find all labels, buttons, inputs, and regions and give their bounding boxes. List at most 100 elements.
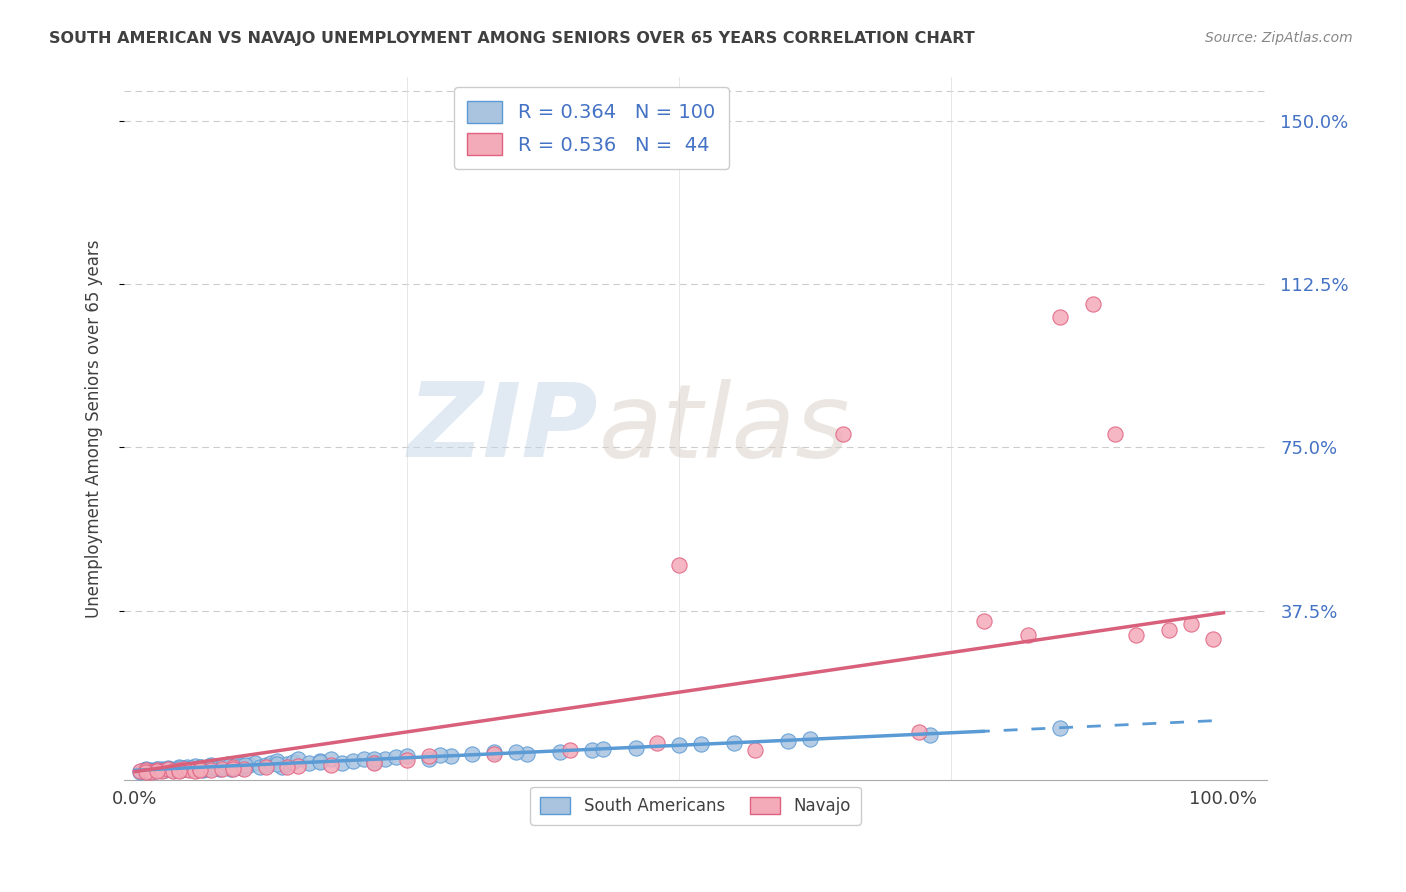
Point xyxy=(668,739,690,753)
Point xyxy=(198,759,221,773)
Point xyxy=(169,761,191,775)
Point xyxy=(146,764,169,778)
Point xyxy=(222,761,245,775)
Point xyxy=(152,764,174,778)
Point xyxy=(418,751,440,765)
Point xyxy=(132,764,155,778)
Point xyxy=(363,751,385,765)
Point xyxy=(150,762,173,776)
Point xyxy=(222,760,245,774)
Point xyxy=(309,755,332,769)
Point xyxy=(155,763,177,777)
Point xyxy=(254,758,277,772)
Point xyxy=(778,734,800,748)
Point xyxy=(214,758,236,772)
Point xyxy=(195,762,218,776)
Point xyxy=(224,758,246,772)
Point xyxy=(374,752,396,766)
Point xyxy=(135,763,157,777)
Point xyxy=(167,763,190,777)
Point xyxy=(194,761,217,775)
Point xyxy=(184,759,207,773)
Point xyxy=(131,764,153,779)
Point xyxy=(222,760,245,774)
Point xyxy=(135,764,157,778)
Text: ZIP: ZIP xyxy=(408,378,599,479)
Y-axis label: Unemployment Among Seniors over 65 years: Unemployment Among Seniors over 65 years xyxy=(86,240,103,618)
Point xyxy=(668,558,690,572)
Point xyxy=(135,764,157,779)
Point xyxy=(188,763,211,777)
Point xyxy=(505,745,527,759)
Point xyxy=(176,760,198,774)
Point xyxy=(170,763,193,777)
Point xyxy=(173,761,195,775)
Point xyxy=(1017,627,1039,641)
Point xyxy=(180,761,202,775)
Point xyxy=(1157,623,1180,637)
Point xyxy=(319,758,342,772)
Point xyxy=(211,760,233,774)
Point xyxy=(342,754,364,768)
Point xyxy=(243,756,266,770)
Point xyxy=(202,761,225,775)
Point xyxy=(136,763,159,777)
Point xyxy=(647,736,669,750)
Point xyxy=(146,762,169,776)
Point xyxy=(180,761,202,775)
Point xyxy=(156,763,179,777)
Point xyxy=(1081,297,1104,311)
Point xyxy=(799,731,821,746)
Point xyxy=(159,763,181,777)
Point xyxy=(218,759,240,773)
Point xyxy=(162,764,184,779)
Point xyxy=(184,762,207,776)
Point xyxy=(190,760,212,774)
Point xyxy=(1049,721,1071,735)
Point xyxy=(212,759,235,773)
Point xyxy=(548,745,571,759)
Point xyxy=(201,760,224,774)
Point xyxy=(396,753,419,767)
Point xyxy=(254,760,277,774)
Point xyxy=(1125,627,1147,641)
Point xyxy=(271,760,294,774)
Point xyxy=(276,757,298,772)
Text: Source: ZipAtlas.com: Source: ZipAtlas.com xyxy=(1205,31,1353,45)
Point xyxy=(276,760,298,774)
Point xyxy=(163,763,186,777)
Point xyxy=(179,763,201,777)
Point xyxy=(188,763,211,777)
Text: atlas: atlas xyxy=(599,379,849,479)
Point xyxy=(723,736,745,750)
Point xyxy=(363,755,385,769)
Point xyxy=(918,728,941,742)
Point xyxy=(148,764,170,778)
Point xyxy=(1104,427,1126,442)
Point xyxy=(482,747,505,762)
Point xyxy=(418,749,440,764)
Point xyxy=(319,751,342,765)
Point xyxy=(211,762,233,776)
Point xyxy=(482,745,505,759)
Point xyxy=(129,764,152,779)
Point xyxy=(287,752,309,766)
Point xyxy=(429,748,451,763)
Point xyxy=(136,764,159,779)
Point xyxy=(281,755,304,769)
Point xyxy=(461,747,484,762)
Point xyxy=(516,747,538,762)
Point xyxy=(831,427,853,442)
Point xyxy=(141,764,163,779)
Point xyxy=(592,741,614,756)
Point xyxy=(309,754,332,768)
Point xyxy=(156,761,179,775)
Point xyxy=(179,764,201,778)
Point xyxy=(907,725,929,739)
Point xyxy=(560,743,582,757)
Point xyxy=(167,764,190,779)
Legend: South Americans, Navajo: South Americans, Navajo xyxy=(530,787,860,825)
Point xyxy=(191,763,214,777)
Point xyxy=(146,763,169,777)
Point xyxy=(363,756,385,770)
